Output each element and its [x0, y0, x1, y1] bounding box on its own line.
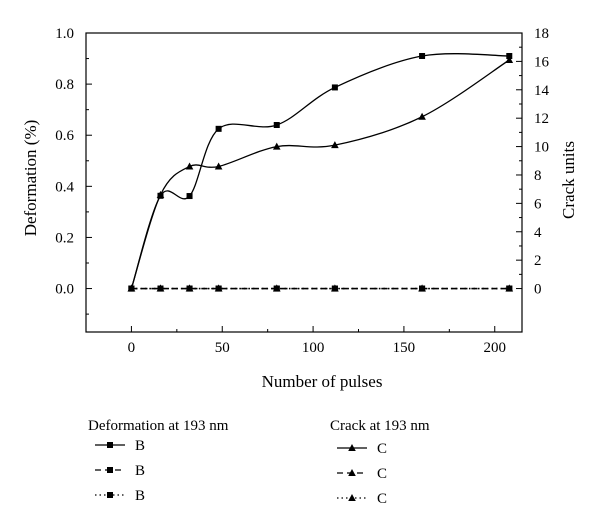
- series-lines: [130, 53, 510, 290]
- data-point-c: [185, 162, 194, 170]
- axes: 0 50 100 150 200 0.0 0.2 0.4 0.6 0.8 1.0 0 2 4 6 8 10 12 1…: [55, 26, 549, 356]
- right-tick-label: 18: [534, 26, 549, 42]
- data-point-c: [214, 162, 223, 170]
- plot-frame: [85, 32, 523, 333]
- legend-marker: [348, 469, 356, 476]
- left-axis-title: Deformation (%): [21, 120, 40, 237]
- legend-entry-label: C: [377, 441, 387, 457]
- left-tick-label: 0.0: [55, 282, 74, 298]
- right-tick-label: 0: [534, 282, 542, 298]
- legend-entry-label: C: [377, 466, 387, 482]
- series-line-c-solid: [130, 59, 510, 289]
- legend-marker: [348, 444, 356, 451]
- data-point-b: [273, 122, 280, 128]
- data-point-c: [418, 284, 426, 292]
- right-tick-label: 14: [534, 83, 550, 99]
- legend-marker: [107, 467, 113, 473]
- right-tick-label: 16: [534, 54, 550, 70]
- legend-marker: [107, 492, 113, 498]
- left-tick-label: 0.8: [55, 77, 74, 93]
- x-tick-label: 100: [302, 340, 325, 356]
- legend-title: Crack at 193 nm: [330, 418, 430, 434]
- data-point-c: [331, 284, 339, 292]
- legend-entry-label: B: [135, 463, 145, 479]
- data-point-b: [419, 53, 426, 59]
- data-point-b: [331, 84, 338, 91]
- data-point-c: [272, 284, 281, 292]
- right-axis-title: Crack units: [559, 141, 578, 219]
- legend-marker: [348, 494, 356, 501]
- data-markers: [127, 53, 514, 292]
- left-tick-label: 0.4: [55, 179, 74, 195]
- data-point-c: [272, 142, 281, 150]
- x-tick-label: 150: [393, 340, 416, 356]
- right-tick-label: 6: [534, 196, 542, 212]
- data-point-c: [156, 284, 165, 292]
- legend-marker: [107, 442, 113, 448]
- legend-entry-label: B: [135, 438, 145, 454]
- data-point-c: [418, 112, 426, 120]
- legend-entry-label: C: [377, 491, 387, 507]
- right-tick-label: 8: [534, 168, 542, 184]
- data-point-c: [505, 55, 514, 63]
- data-point-c: [185, 284, 194, 292]
- data-point-b: [186, 193, 193, 200]
- data-point-b: [215, 125, 222, 132]
- legend-entry-label: B: [135, 488, 145, 504]
- legend-title: Deformation at 193 nm: [88, 418, 229, 434]
- data-point-c: [214, 284, 223, 292]
- left-tick-label: 0.2: [55, 230, 74, 246]
- data-point-c: [331, 141, 339, 149]
- x-tick-label: 200: [484, 340, 507, 356]
- data-point-c: [505, 284, 514, 292]
- right-tick-label: 4: [534, 225, 542, 241]
- x-tick-label: 50: [215, 340, 230, 356]
- x-axis-title: Number of pulses: [262, 372, 383, 391]
- data-point-c: [156, 190, 165, 198]
- x-tick-label: 0: [128, 340, 136, 356]
- right-tick-label: 2: [534, 253, 542, 269]
- left-tick-label: 0.6: [55, 128, 74, 144]
- data-point-c: [127, 284, 136, 292]
- right-tick-label: 10: [534, 140, 549, 156]
- right-tick-label: 12: [534, 111, 549, 127]
- series-line-b-solid: [130, 53, 510, 289]
- left-tick-label: 1.0: [55, 26, 74, 42]
